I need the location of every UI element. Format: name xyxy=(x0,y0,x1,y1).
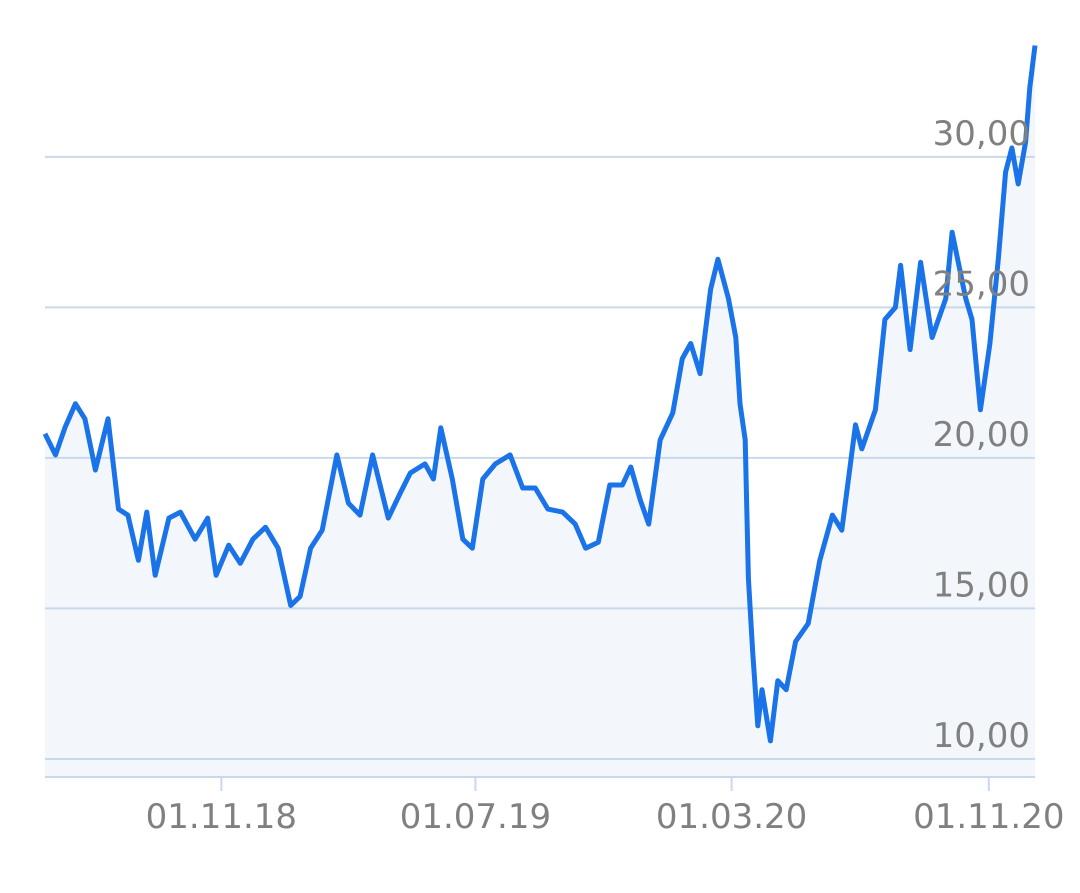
x-tick-label: 01.03.20 xyxy=(656,797,807,837)
area xyxy=(45,45,1035,777)
y-tick-label: 15,00 xyxy=(933,565,1030,605)
y-tick-label: 20,00 xyxy=(933,415,1030,455)
y-tick-label: 25,00 xyxy=(933,264,1030,304)
x-tick-label: 01.07.19 xyxy=(400,797,551,837)
x-tick-label: 01.11.20 xyxy=(913,797,1064,837)
x-tick-label: 01.11.18 xyxy=(146,797,297,837)
line xyxy=(42,45,1038,744)
y-tick-label: 30,00 xyxy=(933,114,1030,154)
y-tick-label: 10,00 xyxy=(933,716,1030,756)
